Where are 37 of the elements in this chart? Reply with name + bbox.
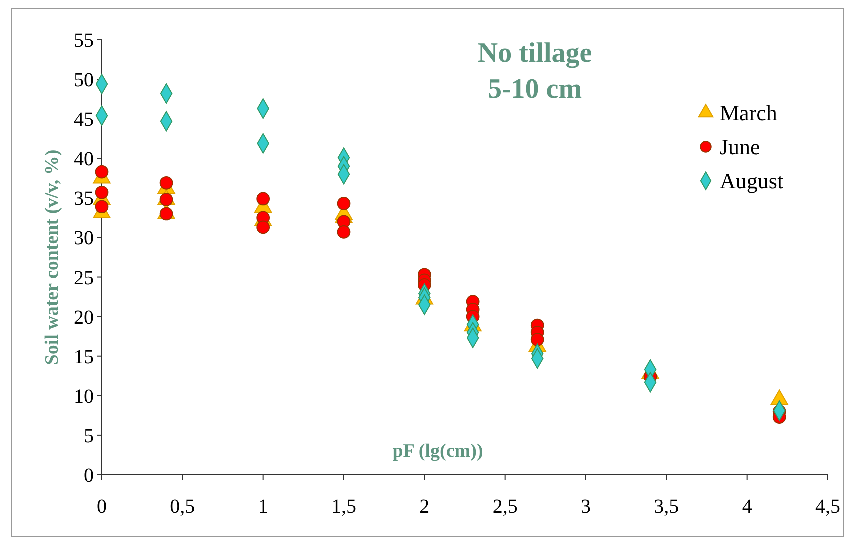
y-tick-label: 30 (74, 228, 94, 250)
point (95, 165, 109, 179)
x-tick-label: 3,5 (654, 496, 680, 518)
y-tick-label: 10 (74, 386, 94, 408)
y-tick-label: 55 (74, 30, 94, 52)
point (337, 197, 351, 210)
point (95, 200, 109, 214)
y-tick-label: 0 (84, 465, 94, 487)
x-axis-title: pF (lg(cm)) (392, 441, 484, 462)
x-tick-label: 1 (258, 496, 268, 518)
x-tick-label: 1,5 (332, 496, 356, 518)
text: No tillage 5-10 cm (478, 38, 592, 105)
x-tick-label: 2 (420, 496, 430, 518)
y-tick-label: 35 (74, 188, 94, 210)
x-tick-label: 0,5 (170, 496, 196, 518)
y-tick-label: 25 (74, 267, 94, 290)
x-tick-label: 3 (581, 496, 591, 518)
point (530, 333, 544, 346)
x-tick-label: 4,5 (816, 496, 840, 518)
y-tick-label: 45 (74, 109, 94, 132)
y-tick-label: 20 (74, 306, 94, 329)
y-axis-title: Soil water content (v/v, %) (42, 150, 63, 366)
y-tick-label: 15 (74, 346, 94, 368)
legend-label: March (720, 100, 778, 126)
legend-label: August (720, 168, 784, 194)
x-tick-label: 2,5 (492, 496, 518, 518)
y-tick-label: 40 (74, 148, 94, 171)
point (337, 226, 351, 239)
point (256, 192, 270, 206)
point (256, 220, 270, 234)
point (160, 176, 174, 190)
legend-label: June (720, 134, 760, 160)
point (160, 207, 174, 221)
point (95, 186, 109, 200)
x-tick-label: 4 (742, 496, 752, 518)
y-tick-label: 5 (84, 425, 94, 448)
y-tick-label: 50 (74, 70, 94, 92)
